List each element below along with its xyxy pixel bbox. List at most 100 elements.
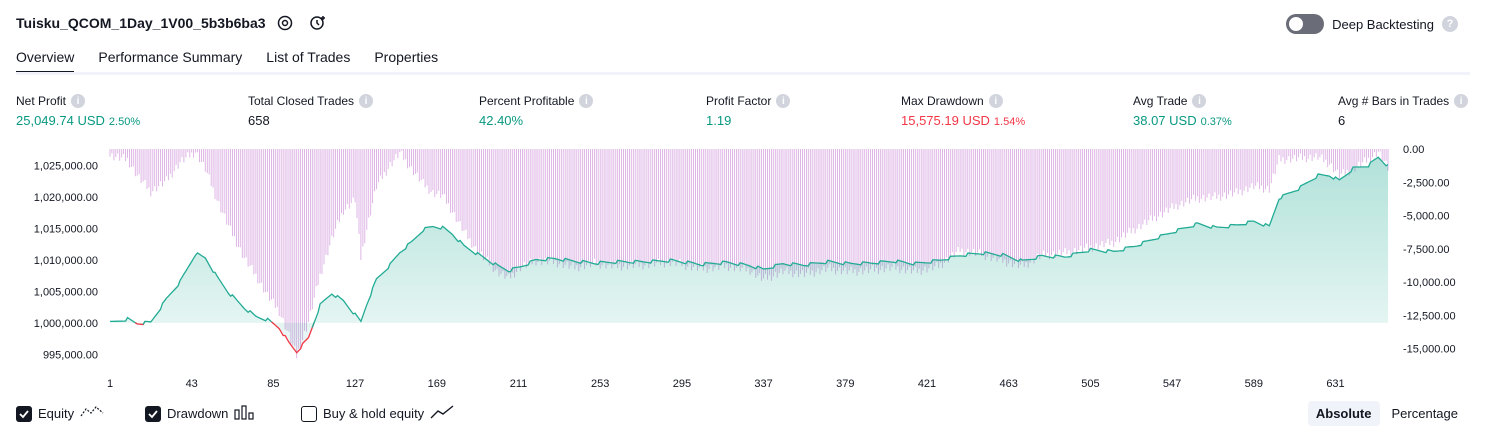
tab-properties[interactable]: Properties — [374, 49, 439, 65]
stat-value: 1.19 — [706, 113, 732, 128]
x-tick-label: 337 — [754, 378, 772, 390]
absolute-button[interactable]: Absolute — [1307, 401, 1380, 426]
y-tick-label-left: 1,005,000.00 — [34, 286, 98, 298]
stat-value: 658 — [248, 113, 270, 128]
stat-label: Profit Factor — [706, 94, 772, 108]
equity-line — [271, 321, 315, 354]
stat-percent: 0.37% — [1200, 116, 1232, 128]
legend-label: Buy & hold equity — [323, 406, 425, 421]
x-tick-label: 463 — [1000, 378, 1018, 390]
checkbox-checked[interactable] — [16, 405, 32, 422]
info-icon[interactable]: i — [1192, 94, 1207, 108]
y-tick-label-left: 1,000,000.00 — [34, 318, 98, 330]
stat-percent: 1.54% — [993, 116, 1026, 128]
deep-backtesting-toggle[interactable] — [1286, 14, 1325, 34]
x-tick-label: 547 — [1163, 378, 1181, 390]
info-icon[interactable]: i — [71, 94, 86, 108]
stat-total-closed-trades: Total Closed Trades i 658 — [248, 94, 374, 128]
add-alert-icon[interactable] — [308, 13, 328, 33]
stat-value: 25,049.74 USD — [16, 113, 105, 128]
scale-mode-switch: Absolute Percentage — [1307, 401, 1466, 426]
drawdown-series — [109, 149, 1389, 359]
x-tick-label: 127 — [346, 378, 364, 390]
stat-value: 6 — [1338, 113, 1346, 128]
equity-line — [142, 252, 274, 325]
legend-equity[interactable]: Equity — [16, 404, 104, 423]
info-icon[interactable]: i — [776, 94, 791, 108]
legend-buy-hold-equity[interactable]: Buy & hold equity — [301, 404, 454, 423]
x-tick-label: 211 — [510, 378, 528, 390]
stat-label: Avg # Bars in Trades — [1338, 94, 1450, 108]
y-tick-label-right: -7,500.00 — [1403, 244, 1449, 256]
y-tick-label-right: -15,000.00 — [1403, 344, 1456, 356]
x-tick-label: 631 — [1326, 378, 1344, 390]
settings-icon[interactable] — [275, 13, 295, 33]
stat-max-drawdown: Max Drawdown i 15,575.19 USD 1.54% — [901, 94, 1025, 128]
x-tick-label: 379 — [836, 378, 854, 390]
equity-line — [110, 316, 138, 325]
strategy-title: Tuisku_QCOM_1Day_1V00_5b3b6ba3 — [16, 15, 266, 31]
stat-value: 42.40% — [479, 113, 524, 128]
y-tick-label-left: 1,015,000.00 — [34, 223, 98, 235]
stat-label: Percent Profitable — [479, 94, 575, 108]
info-icon[interactable]: i — [359, 94, 374, 108]
x-tick-label: 421 — [918, 378, 936, 390]
stat-profit-factor: Profit Factor i 1.19 — [706, 94, 791, 128]
equity-area — [110, 157, 1388, 353]
x-tick-label: 253 — [591, 378, 609, 390]
question-icon[interactable]: ? — [1442, 16, 1458, 32]
x-axis: 1 43 85 127 169 211 253 295 337 379 421 463 505 547 58… — [107, 378, 1345, 390]
x-tick-label: 505 — [1081, 378, 1099, 390]
x-tick-label: 589 — [1245, 378, 1263, 390]
tab-performance-summary[interactable]: Performance Summary — [98, 49, 243, 65]
stat-value: 38.07 USD — [1133, 113, 1197, 128]
stat-avg-bars-in-trades: Avg # Bars in Trades i 6 — [1338, 94, 1469, 128]
y-tick-label-right: 0.00 — [1403, 144, 1424, 156]
legend-label: Equity — [38, 406, 75, 421]
x-tick-label: 43 — [186, 378, 198, 390]
deep-backtesting-label: Deep Backtesting — [1332, 16, 1434, 32]
stat-percent: 2.50% — [108, 116, 141, 128]
stat-label: Total Closed Trades — [248, 94, 355, 108]
x-tick-label: 295 — [673, 378, 691, 390]
deep-backtesting-control: Deep Backtesting ? — [1286, 14, 1458, 34]
x-tick-label: 1 — [107, 378, 113, 390]
y-tick-label-right: -10,000.00 — [1403, 277, 1456, 289]
stat-value: 15,575.19 USD — [901, 113, 990, 128]
x-tick-label: 85 — [267, 378, 279, 390]
y-axis-right: 0.00 -2,500.00 -5,000.00 -7,500.00 -10,000.0… — [1403, 144, 1456, 356]
checkbox-checked[interactable] — [145, 405, 161, 422]
info-icon[interactable]: i — [988, 94, 1003, 108]
equity-drawdown-chart[interactable]: 1,025,000.00 1,020,000.00 1,015,000.00 1,01… — [0, 140, 1486, 400]
legend-drawdown[interactable]: Drawdown — [145, 404, 256, 423]
y-axis-left: 1,025,000.00 1,020,000.00 1,015,000.00 1,01… — [34, 160, 98, 361]
stat-avg-trade: Avg Trade i 38.07 USD 0.37% — [1133, 94, 1232, 128]
drawdown-bars-icon — [234, 404, 256, 423]
y-tick-label-left: 1,025,000.00 — [34, 160, 98, 172]
stat-net-profit: Net Profit i 25,049.74 USD 2.50% — [16, 94, 140, 128]
stat-percent-profitable: Percent Profitable i 42.40% — [479, 94, 594, 128]
report-tabs: Overview Performance Summary List of Tra… — [16, 49, 462, 74]
stat-label: Net Profit — [16, 94, 67, 108]
y-tick-label-right: -5,000.00 — [1403, 211, 1449, 223]
equity-line — [311, 156, 1389, 328]
y-tick-label-left: 1,010,000.00 — [34, 255, 98, 267]
tab-overview[interactable]: Overview — [16, 49, 75, 74]
stat-label: Avg Trade — [1133, 94, 1188, 108]
info-icon[interactable]: i — [1454, 94, 1469, 108]
equity-line-icon — [80, 404, 104, 423]
tab-list-of-trades[interactable]: List of Trades — [266, 49, 351, 65]
y-tick-label-left: 995,000.00 — [43, 349, 98, 361]
x-tick-label: 169 — [428, 378, 446, 390]
buy-hold-line-icon — [430, 404, 454, 423]
y-tick-label-right: -12,500.00 — [1403, 310, 1456, 322]
y-tick-label-left: 1,020,000.00 — [34, 192, 98, 204]
stat-label: Max Drawdown — [901, 94, 984, 108]
checkbox-unchecked[interactable] — [301, 405, 317, 422]
y-tick-label-right: -2,500.00 — [1403, 177, 1449, 189]
percentage-button[interactable]: Percentage — [1391, 406, 1459, 421]
info-icon[interactable]: i — [579, 94, 594, 108]
legend-label: Drawdown — [167, 406, 229, 421]
equity-series — [110, 156, 1389, 354]
tab-divider — [16, 72, 1470, 75]
